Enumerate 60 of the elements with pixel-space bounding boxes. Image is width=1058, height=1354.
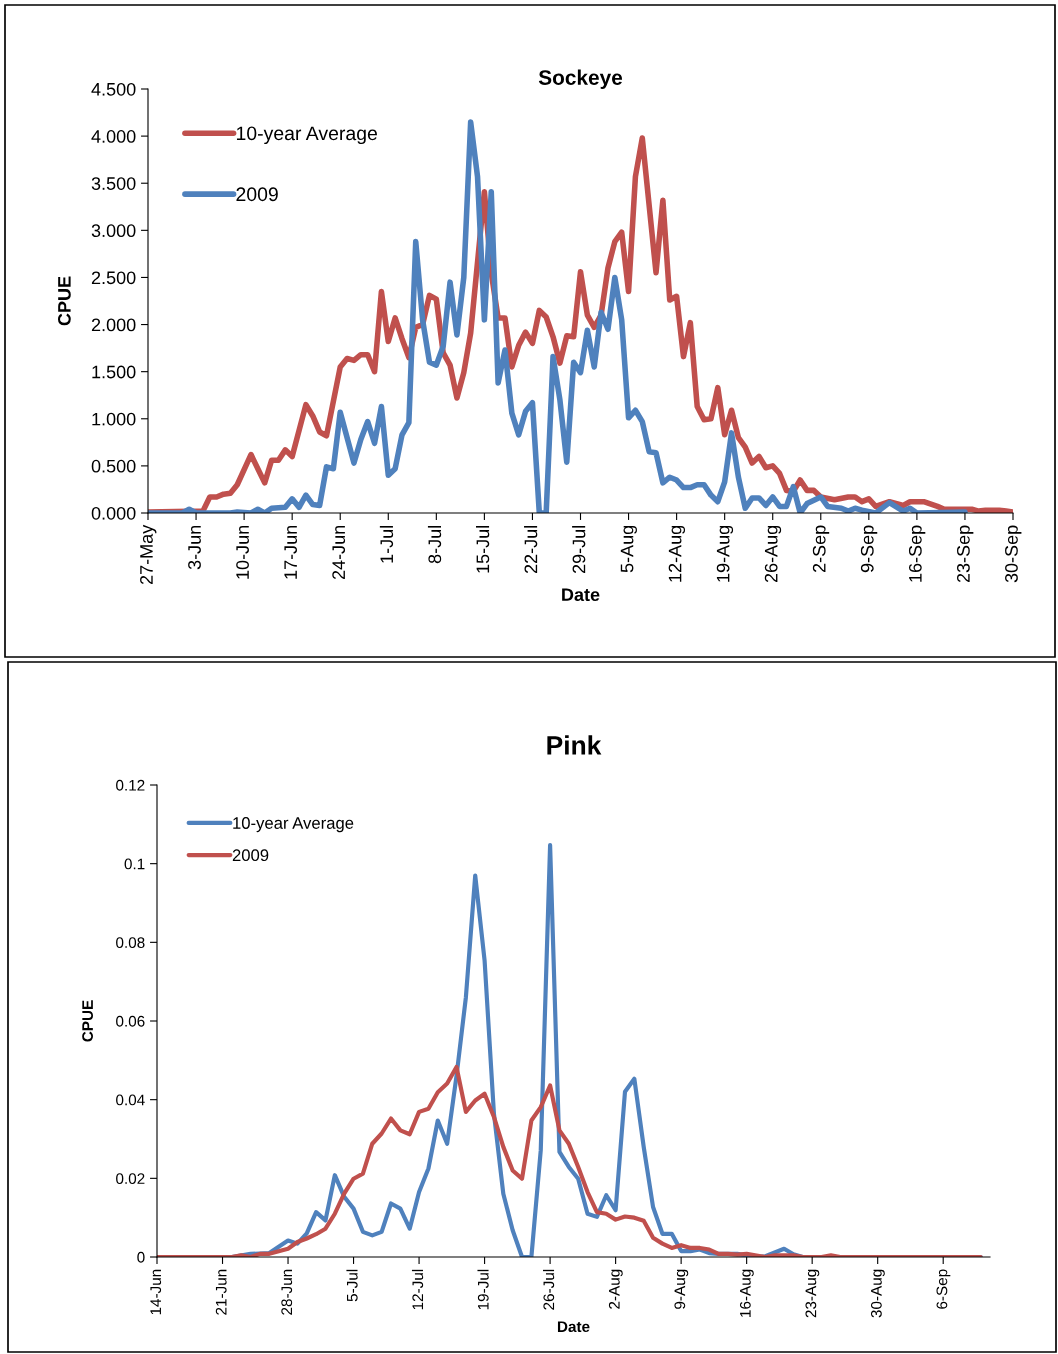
x-tick-label: 19-Aug [716,525,734,582]
x-tick-label: 28-Jun [281,1269,293,1315]
y-tick-label: 0.12 [116,779,145,791]
y-tick-label: 2.500 [91,271,136,285]
y-tick-label: 3.000 [91,224,136,238]
y-tick-label: 0.04 [116,1094,145,1106]
x-tick-label: 26-Jul [542,1269,555,1310]
y-axis-title: CPUE [58,276,71,326]
y-tick-label: 1.000 [92,412,136,426]
x-tick-label: 2-Aug [608,1269,623,1309]
x-tick-label: 30-Aug [870,1269,885,1318]
y-tick-label: 4.000 [91,130,136,143]
x-axis-title: Date [557,1321,590,1333]
x-tick-label: 26-Aug [764,525,782,583]
x-tick-label: 10-Jun [236,525,249,579]
chart-title: Pink [547,735,602,755]
legend-label: 2009 [232,849,269,862]
x-tick-label: 8-Jul [427,526,442,564]
y-tick-label: 3.500 [91,177,136,190]
x-tick-label: 12-Aug [668,525,686,582]
x-tick-label: 27-May [140,524,157,585]
x-tick-label: 6-Sep [936,1269,951,1309]
y-axis-title: CPUE [82,1000,93,1042]
y-tick-label: 0.000 [91,506,136,520]
x-tick-label: 12-Jul [411,1269,424,1310]
line-series [157,1064,983,1257]
x-tick-label: 16-Aug [739,1269,754,1317]
y-tick-label: 0.500 [91,459,136,473]
x-tick-label: 1-Jul [379,526,394,563]
y-tick-label: 0.02 [116,1173,145,1185]
x-tick-label: 23-Sep [957,525,974,583]
x-tick-label: 19-Jul [477,1269,489,1310]
x-tick-label: 16-Sep [908,525,926,582]
x-tick-label: 30-Sep [1005,525,1022,583]
y-tick-label: 0.1 [124,858,145,870]
x-tick-label: 23-Aug [805,1269,820,1318]
x-tick-label: 2-Sep [812,525,830,573]
x-tick-label: 15-Jul [475,526,490,573]
y-tick-label: 0 [137,1251,145,1263]
x-tick-label: 5-Jul [346,1269,358,1302]
y-tick-label: 0.08 [116,937,145,949]
x-tick-label: 9-Aug [674,1269,689,1309]
x-tick-label: 22-Jul [524,526,538,574]
y-tick-label: 4.500 [91,82,136,96]
chart-title: Sockeye [538,69,623,89]
x-tick-label: 5-Aug [620,525,637,573]
legend-label: 10-year Average [236,126,377,145]
x-tick-label: 17-Jun [284,525,298,579]
y-tick-label: 2.000 [91,318,136,332]
x-tick-label: 3-Jun [188,525,201,570]
x-tick-label: 9-Sep [860,525,878,573]
legend-label: 10-year Average [233,817,354,833]
y-tick-label: 1.500 [92,365,136,379]
x-tick-label: 29-Jul [572,526,586,574]
legend-label: 2009 [236,187,278,202]
x-tick-label: 21-Jun [215,1269,227,1315]
x-axis-title: Date [562,588,600,602]
x-tick-label: 24-Jun [332,525,346,580]
y-tick-label: 0.06 [116,1015,145,1027]
x-tick-label: 14-Jun [150,1269,162,1315]
